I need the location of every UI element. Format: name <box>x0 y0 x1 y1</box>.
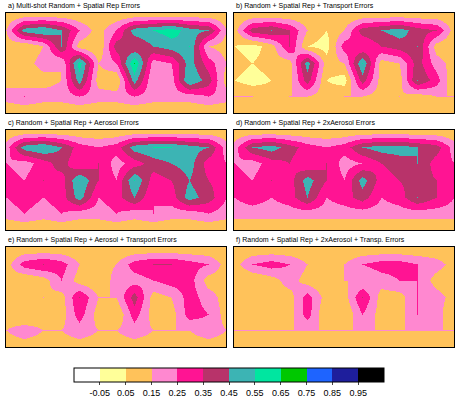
svg-text:0.55: 0.55 <box>246 388 264 398</box>
svg-text:0.65: 0.65 <box>272 388 290 398</box>
svg-text:-0.05: -0.05 <box>90 388 111 398</box>
svg-text:c) Random + Spatial Rep + Aero: c) Random + Spatial Rep + Aerosol Errors <box>8 119 139 127</box>
svg-text:0.85: 0.85 <box>324 388 342 398</box>
svg-text:e) Random + Spatial Rep + Aero: e) Random + Spatial Rep + Aerosol + Tran… <box>8 236 177 244</box>
svg-text:0.45: 0.45 <box>220 388 238 398</box>
svg-text:d) Random + Spatial Rep + 2xAe: d) Random + Spatial Rep + 2xAerosol Erro… <box>236 119 375 127</box>
svg-text:0.95: 0.95 <box>349 388 367 398</box>
svg-text:0.35: 0.35 <box>194 388 212 398</box>
svg-text:0.05: 0.05 <box>117 388 135 398</box>
svg-text:a) Multi-shot Random + Spatial: a) Multi-shot Random + Spatial Rep Error… <box>8 2 141 10</box>
svg-text:f) Random + Spatial Rep + 2xAe: f) Random + Spatial Rep + 2xAerosol + Tr… <box>236 236 405 244</box>
svg-text:0.15: 0.15 <box>143 388 161 398</box>
svg-text:0.75: 0.75 <box>298 388 316 398</box>
svg-text:b) Random + Spatial Rep + Tran: b) Random + Spatial Rep + Transport Erro… <box>236 2 374 10</box>
svg-text:0.25: 0.25 <box>169 388 187 398</box>
